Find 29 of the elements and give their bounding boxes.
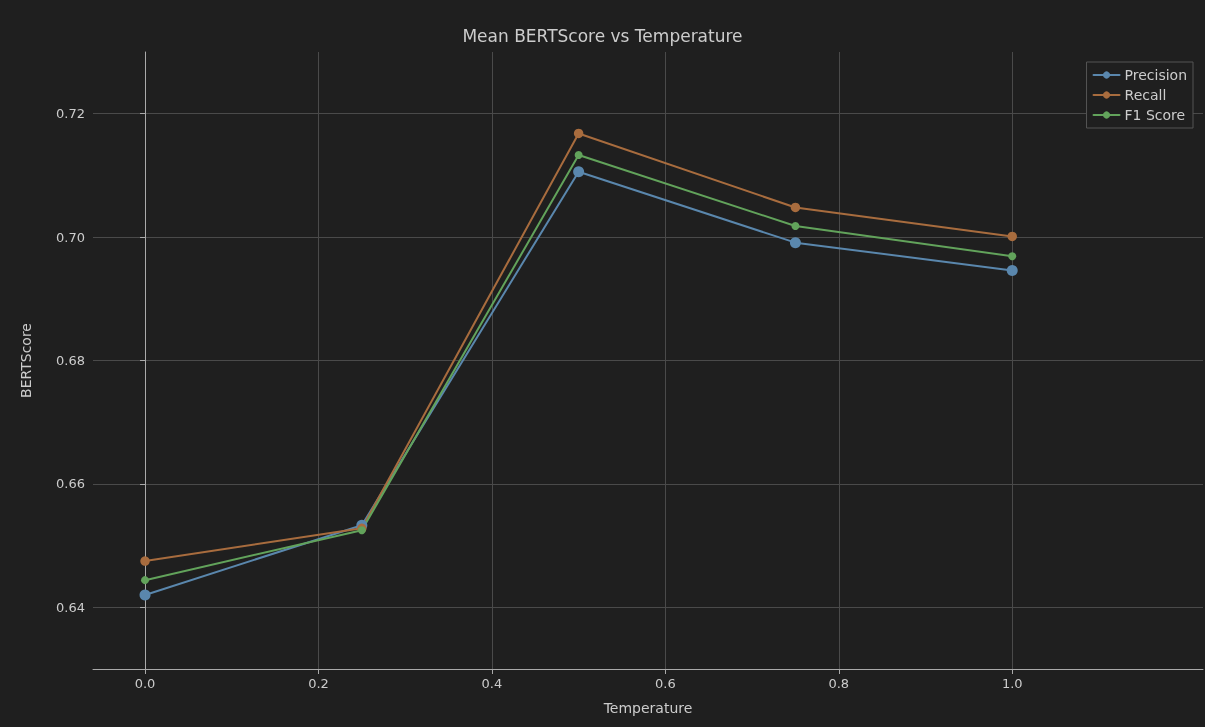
y-axis-title: BERTScore <box>18 323 34 398</box>
point <box>789 237 801 249</box>
point <box>141 576 150 585</box>
x-tick-label: 0.4 <box>481 676 503 691</box>
x-tick-label: 0.8 <box>828 676 850 691</box>
point <box>1008 252 1017 261</box>
point <box>573 128 584 139</box>
x-tick-label: 0.0 <box>134 676 156 691</box>
y-tick-label: 0.68 <box>56 353 85 368</box>
point <box>140 556 150 566</box>
point <box>791 222 800 230</box>
point <box>790 202 801 213</box>
legend-label: F1 Score <box>1124 107 1186 123</box>
x-axis-title: Temperature <box>602 700 693 716</box>
x-tick-label: 0.2 <box>308 676 329 691</box>
point <box>573 166 585 178</box>
point <box>574 151 583 160</box>
x-tick-label: 1.0 <box>1001 676 1023 691</box>
y-tick-label: 0.70 <box>56 229 85 245</box>
point <box>1006 264 1018 276</box>
x-tick-label: 0.6 <box>655 676 676 691</box>
point <box>1007 231 1017 242</box>
y-tick-label: 0.66 <box>56 476 85 492</box>
point <box>139 589 151 601</box>
legend-label: Recall <box>1124 87 1167 103</box>
chart-title: Mean BERTScore vs Temperature <box>462 25 743 46</box>
legend-label: Precision <box>1124 67 1187 83</box>
y-tick-label: 0.64 <box>56 599 85 615</box>
y-tick-label: 0.72 <box>56 106 85 122</box>
